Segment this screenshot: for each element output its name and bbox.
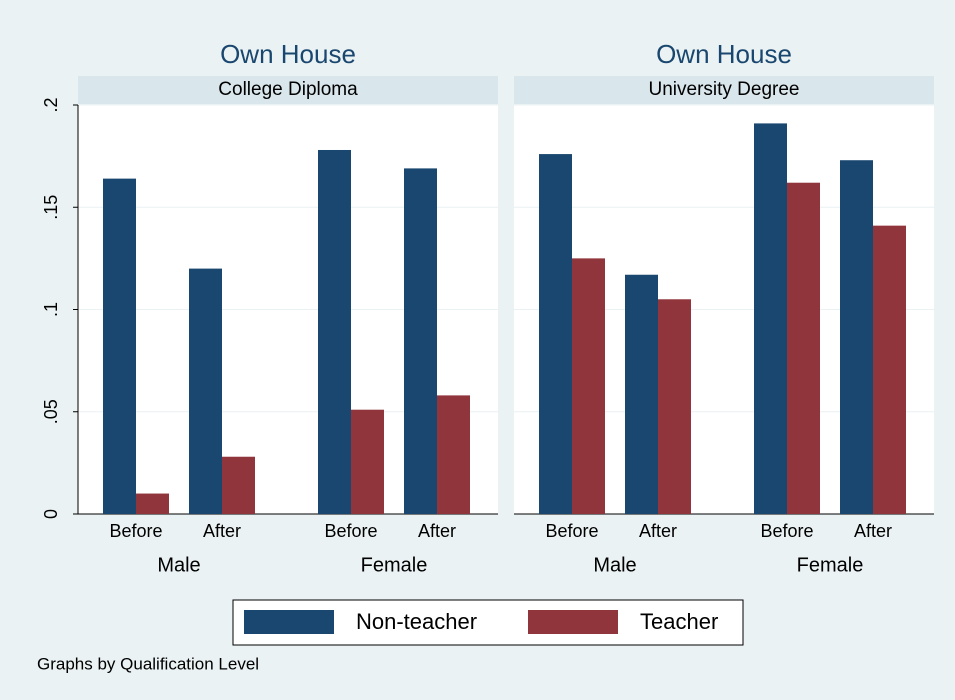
x-tick-label: Before	[109, 521, 162, 541]
bar	[189, 268, 222, 514]
group-label: Male	[593, 554, 636, 576]
x-tick-label: After	[203, 521, 241, 541]
panel-title: Own House	[220, 39, 356, 69]
panel-subtitle: College Diploma	[218, 79, 358, 100]
y-tick-label: .2	[41, 97, 61, 112]
bar	[572, 258, 605, 514]
bar	[754, 123, 787, 514]
x-tick-label: Before	[760, 521, 813, 541]
x-tick-label: Before	[545, 521, 598, 541]
legend-swatch	[528, 610, 618, 634]
bar	[787, 182, 820, 514]
bar	[351, 409, 384, 514]
note: Graphs by Qualification Level	[37, 654, 259, 673]
panel-title: Own House	[656, 39, 792, 69]
x-tick-label: After	[854, 521, 892, 541]
bar	[437, 395, 470, 514]
strip	[78, 76, 498, 104]
bar	[873, 225, 906, 514]
group-label: Female	[361, 554, 428, 576]
bar	[136, 493, 169, 514]
legend-swatch	[244, 610, 334, 634]
bar	[539, 154, 572, 514]
legend-label: Non-teacher	[356, 609, 477, 634]
bar	[658, 299, 691, 514]
group-label: Female	[797, 554, 864, 576]
y-tick-label: .05	[41, 399, 61, 424]
group-label: Male	[157, 554, 200, 576]
x-tick-label: After	[639, 521, 677, 541]
x-tick-label: After	[418, 521, 456, 541]
bar	[222, 456, 255, 514]
y-tick-label: 0	[41, 509, 61, 519]
bar	[103, 178, 136, 514]
panel-subtitle: University Degree	[649, 79, 800, 100]
strip	[514, 76, 934, 104]
y-tick-label: .15	[41, 195, 61, 220]
bar	[625, 274, 658, 514]
bar	[318, 149, 351, 515]
y-tick-label: .1	[41, 302, 61, 317]
bar	[404, 168, 437, 514]
legend-label: Teacher	[640, 609, 718, 634]
x-tick-label: Before	[324, 521, 377, 541]
bar	[840, 160, 873, 514]
